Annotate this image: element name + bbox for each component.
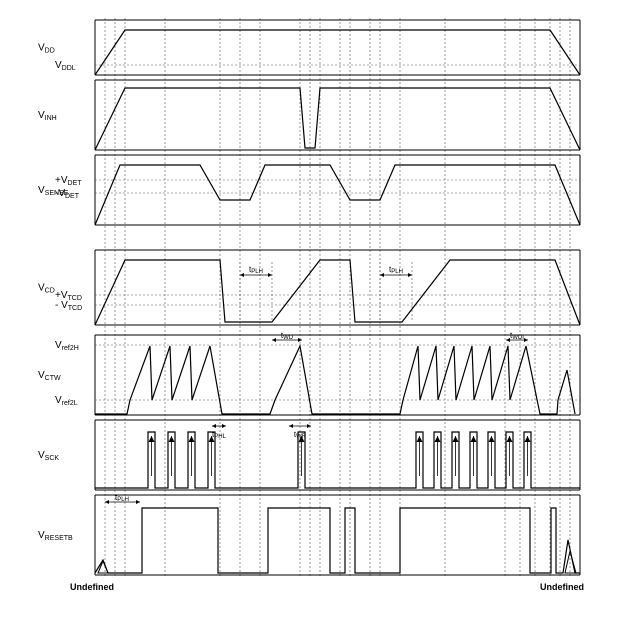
svg-text:tWD: tWD [281,331,294,341]
svg-text:tWDI: tWDI [510,331,524,341]
svg-text:VDDL: VDDL [55,60,76,72]
timing-diagram: VDDVDDLVINHVSENSE+VDET-VDETVCD+VTCD- VTC… [0,0,624,624]
svg-text:VCTW: VCTW [38,370,61,382]
svg-text:VSCK: VSCK [38,450,59,462]
svg-text:VINH: VINH [38,110,57,122]
svg-text:+VDET: +VDET [55,175,82,187]
svg-text:tPLH: tPLH [249,265,263,275]
svg-text:tPHL: tPHL [212,430,227,440]
svg-text:Vref2L: Vref2L [55,395,78,407]
svg-text:Vref2H: Vref2H [55,340,79,352]
svg-text:tPLH: tPLH [389,265,403,275]
svg-text:VDD: VDD [38,43,55,55]
svg-text:VRESETB: VRESETB [38,530,73,542]
svg-text:VCD: VCD [38,283,55,295]
svg-text:Undefined: Undefined [540,582,584,592]
svg-text:Undefined: Undefined [70,582,114,592]
